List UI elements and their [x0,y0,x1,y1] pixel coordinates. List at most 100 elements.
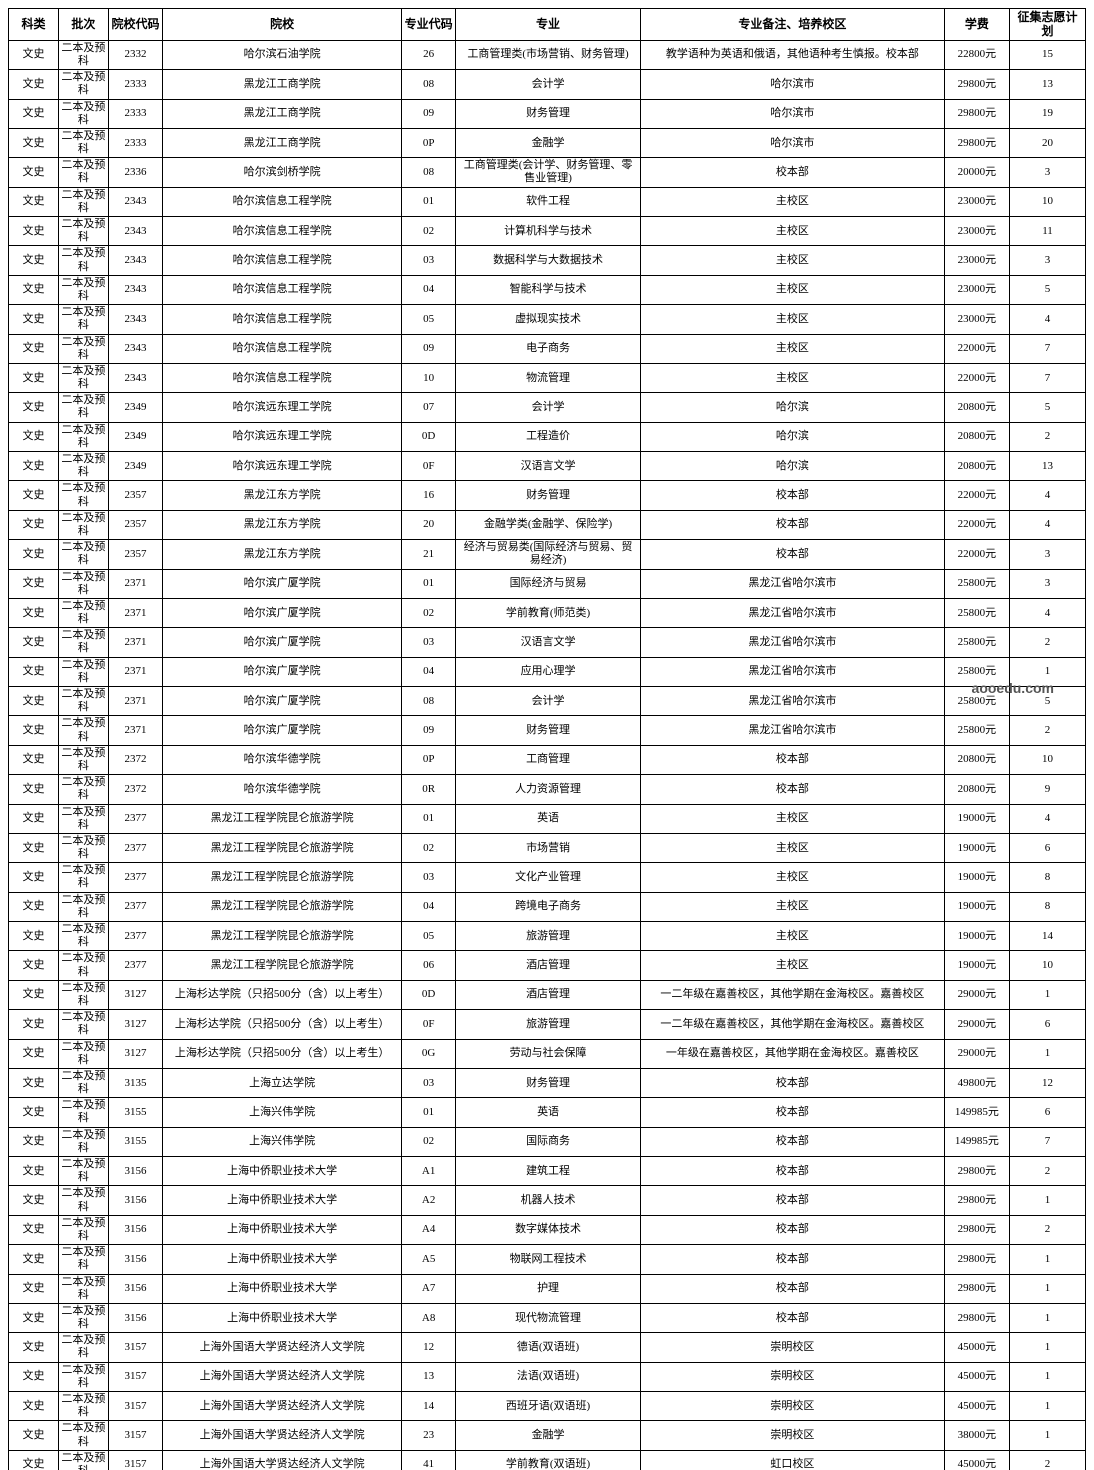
cell: 2343 [108,187,162,216]
cell: 哈尔滨 [640,422,944,451]
table-row: 文史二本及预科3127上海杉达学院（只招500分（含）以上考生）0G劳动与社会保… [9,1039,1086,1068]
table-row: 文史二本及预科2371哈尔滨广厦学院03汉语言文学黑龙江省哈尔滨市25800元2 [9,628,1086,657]
cell: 19000元 [944,892,1009,921]
cell: 黑龙江省哈尔滨市 [640,687,944,716]
cell: 20800元 [944,393,1009,422]
cell: 9 [1009,775,1085,804]
cell: 主校区 [640,334,944,363]
cell: 文史 [9,1392,59,1421]
cell: 29800元 [944,1274,1009,1303]
table-row: 文史二本及预科3155上海兴伟学院02国际商务校本部149985元7 [9,1127,1086,1156]
cell: 一年级在嘉善校区，其他学期在金海校区。嘉善校区 [640,1039,944,1068]
table-row: 文史二本及预科3135上海立达学院03财务管理校本部49800元12 [9,1068,1086,1097]
cell: 二本及预科 [58,628,108,657]
table-row: 文史二本及预科2349哈尔滨远东理工学院0F汉语言文学哈尔滨20800元13 [9,452,1086,481]
cell: 08 [402,70,456,99]
cell: 21 [402,540,456,569]
cell: A4 [402,1215,456,1244]
cell: 学前教育(师范类) [456,598,641,627]
cell: A5 [402,1245,456,1274]
cell: 1 [1009,1245,1085,1274]
cell: 文史 [9,745,59,774]
cell: 上海中侨职业技术大学 [163,1274,402,1303]
cell: 主校区 [640,275,944,304]
cell: 0D [402,422,456,451]
cell: 二本及预科 [58,40,108,69]
col-header-c7: 学费 [944,9,1009,41]
cell: 文史 [9,1039,59,1068]
cell: 文史 [9,158,59,187]
cell: 校本部 [640,1157,944,1186]
cell: 机器人技术 [456,1186,641,1215]
cell: 4 [1009,481,1085,510]
cell: 文史 [9,246,59,275]
cell: 22000元 [944,334,1009,363]
col-header-c2: 院校代码 [108,9,162,41]
cell: 工商管理类(市场营销、财务管理) [456,40,641,69]
cell: 二本及预科 [58,334,108,363]
cell: 29800元 [944,99,1009,128]
cell: 黑龙江工程学院昆仑旅游学院 [163,922,402,951]
cell: 20800元 [944,745,1009,774]
cell: 黑龙江东方学院 [163,510,402,539]
cell: 10 [402,363,456,392]
cell: 3 [1009,569,1085,598]
cell: 0R [402,775,456,804]
cell: 二本及预科 [58,775,108,804]
cell: 文史 [9,452,59,481]
cell: 校本部 [640,1068,944,1097]
cell: 2371 [108,716,162,745]
cell: 主校区 [640,863,944,892]
cell: 2332 [108,40,162,69]
table-row: 文史二本及预科2343哈尔滨信息工程学院03数据科学与大数据技术主校区23000… [9,246,1086,275]
table-row: 文史二本及预科2333黑龙江工商学院0P金融学哈尔滨市29800元20 [9,128,1086,157]
cell: 09 [402,99,456,128]
cell: 哈尔滨广厦学院 [163,598,402,627]
cell: 上海杉达学院（只招500分（含）以上考生） [163,980,402,1009]
cell: 二本及预科 [58,833,108,862]
cell: 文史 [9,1362,59,1391]
cell: 38000元 [944,1421,1009,1450]
cell: 3127 [108,1010,162,1039]
cell: 06 [402,951,456,980]
cell: 16 [402,481,456,510]
cell: 二本及预科 [58,980,108,1009]
cell: 3155 [108,1098,162,1127]
cell: 哈尔滨信息工程学院 [163,275,402,304]
table-row: 文史二本及预科2333黑龙江工商学院09财务管理哈尔滨市29800元19 [9,99,1086,128]
cell: 主校区 [640,951,944,980]
cell: 19000元 [944,804,1009,833]
cell: 文史 [9,1245,59,1274]
cell: 黑龙江省哈尔滨市 [640,598,944,627]
cell: 2333 [108,70,162,99]
cell: 6 [1009,1098,1085,1127]
cell: 文史 [9,922,59,951]
cell: 主校区 [640,804,944,833]
cell: 市场营销 [456,833,641,862]
table-row: 文史二本及预科3156上海中侨职业技术大学A4数字媒体技术校本部29800元2 [9,1215,1086,1244]
cell: 哈尔滨信息工程学院 [163,246,402,275]
cell: 03 [402,863,456,892]
cell: 二本及预科 [58,1098,108,1127]
cell: 崇明校区 [640,1392,944,1421]
cell: 黑龙江省哈尔滨市 [640,657,944,686]
cell: 哈尔滨远东理工学院 [163,393,402,422]
cell: 上海中侨职业技术大学 [163,1157,402,1186]
cell: 黑龙江工程学院昆仑旅游学院 [163,892,402,921]
table-row: 文史二本及预科3157上海外国语大学贤达经济人文学院41学前教育(双语班)虹口校… [9,1450,1086,1470]
cell: 2343 [108,334,162,363]
cell: 3157 [108,1421,162,1450]
cell: 酒店管理 [456,951,641,980]
cell: 2343 [108,275,162,304]
cell: 2371 [108,598,162,627]
cell: 0G [402,1039,456,1068]
cell: 会计学 [456,687,641,716]
cell: 文史 [9,1421,59,1450]
cell: 二本及预科 [58,1039,108,1068]
cell: 二本及预科 [58,481,108,510]
cell: 7 [1009,363,1085,392]
cell: 一二年级在嘉善校区，其他学期在金海校区。嘉善校区 [640,1010,944,1039]
cell: 149985元 [944,1127,1009,1156]
cell: 2333 [108,99,162,128]
cell: 1 [1009,1186,1085,1215]
